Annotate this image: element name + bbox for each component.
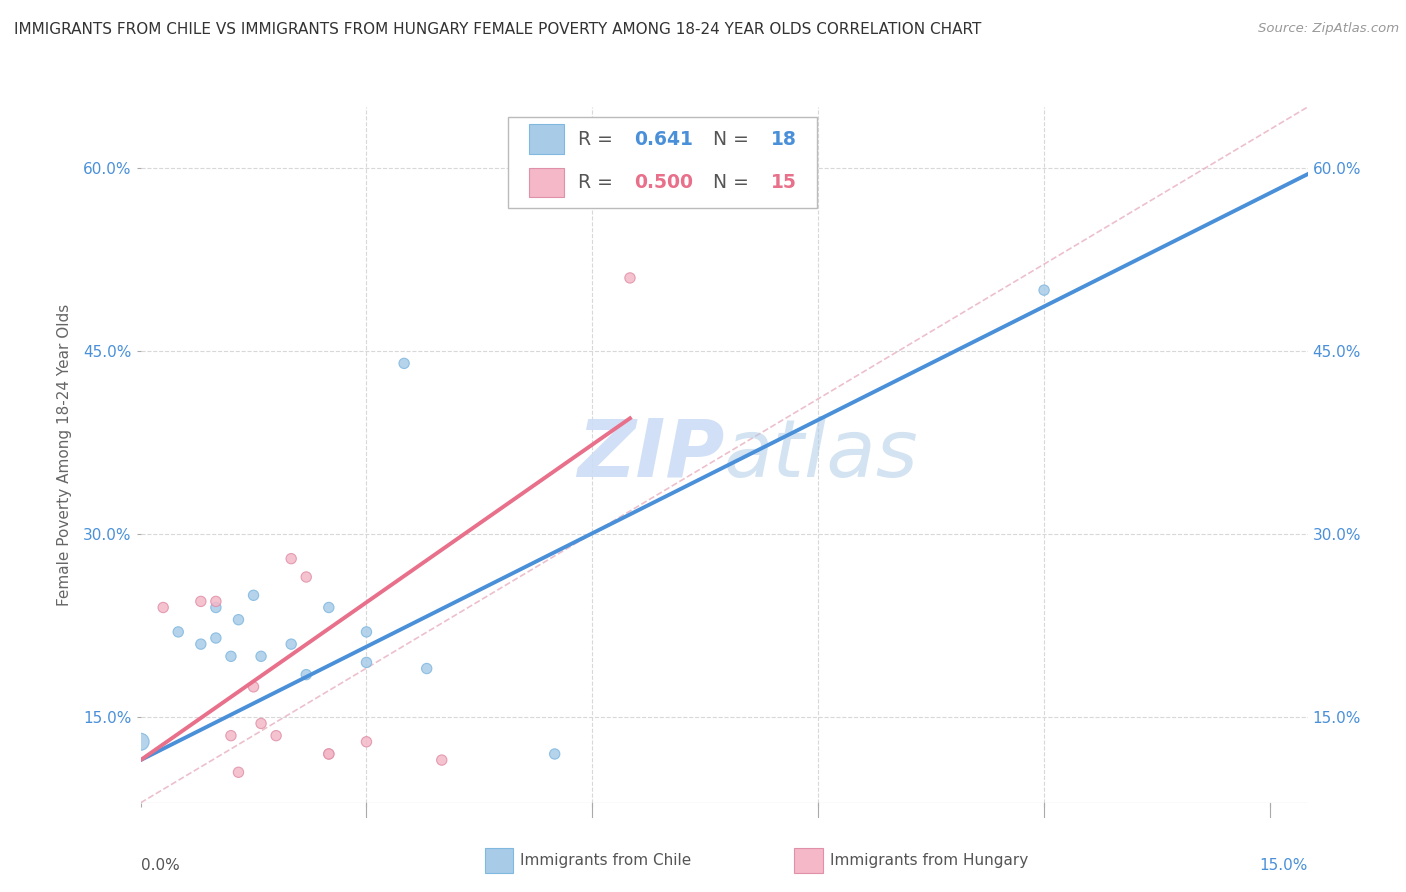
Point <box>1033 283 1056 297</box>
Point <box>219 649 242 664</box>
Point <box>356 624 378 639</box>
Text: IMMIGRANTS FROM CHILE VS IMMIGRANTS FROM HUNGARY FEMALE POVERTY AMONG 18-24 YEAR: IMMIGRANTS FROM CHILE VS IMMIGRANTS FROM… <box>14 22 981 37</box>
Text: ZIP: ZIP <box>576 416 724 494</box>
FancyBboxPatch shape <box>508 118 817 208</box>
Point <box>356 656 378 670</box>
Point <box>250 716 273 731</box>
Text: atlas: atlas <box>724 416 920 494</box>
Point <box>280 637 302 651</box>
Point <box>392 356 415 370</box>
Point <box>167 624 190 639</box>
Text: 0.641: 0.641 <box>634 129 693 149</box>
Bar <box>529 124 564 153</box>
Text: R =: R = <box>578 129 619 149</box>
Point <box>242 588 264 602</box>
Text: 0.500: 0.500 <box>634 173 693 192</box>
Text: R =: R = <box>578 173 619 192</box>
Point <box>205 594 228 608</box>
Text: Immigrants from Hungary: Immigrants from Hungary <box>830 854 1028 868</box>
Point <box>295 667 318 681</box>
Point <box>152 600 174 615</box>
Text: 0.0%: 0.0% <box>141 858 180 873</box>
Point <box>228 613 250 627</box>
Point <box>280 551 302 566</box>
Text: N =: N = <box>700 129 755 149</box>
Point <box>219 729 242 743</box>
Text: N =: N = <box>700 173 755 192</box>
Point <box>250 649 273 664</box>
Point <box>619 271 641 285</box>
Point <box>318 600 340 615</box>
Point <box>415 661 437 675</box>
Text: Source: ZipAtlas.com: Source: ZipAtlas.com <box>1258 22 1399 36</box>
Text: 18: 18 <box>770 129 797 149</box>
Text: Immigrants from Chile: Immigrants from Chile <box>520 854 692 868</box>
Point <box>318 747 340 761</box>
Point <box>228 765 250 780</box>
Point <box>190 637 212 651</box>
Point <box>264 729 287 743</box>
Point <box>295 570 318 584</box>
Text: 15: 15 <box>770 173 797 192</box>
Point <box>129 735 152 749</box>
Point <box>205 631 228 645</box>
Point <box>430 753 453 767</box>
Point <box>544 747 567 761</box>
Bar <box>529 168 564 197</box>
Point <box>190 594 212 608</box>
Point <box>318 747 340 761</box>
Point <box>242 680 264 694</box>
Point <box>205 600 228 615</box>
Text: 15.0%: 15.0% <box>1260 858 1308 873</box>
Point <box>356 735 378 749</box>
Y-axis label: Female Poverty Among 18-24 Year Olds: Female Poverty Among 18-24 Year Olds <box>58 304 72 606</box>
